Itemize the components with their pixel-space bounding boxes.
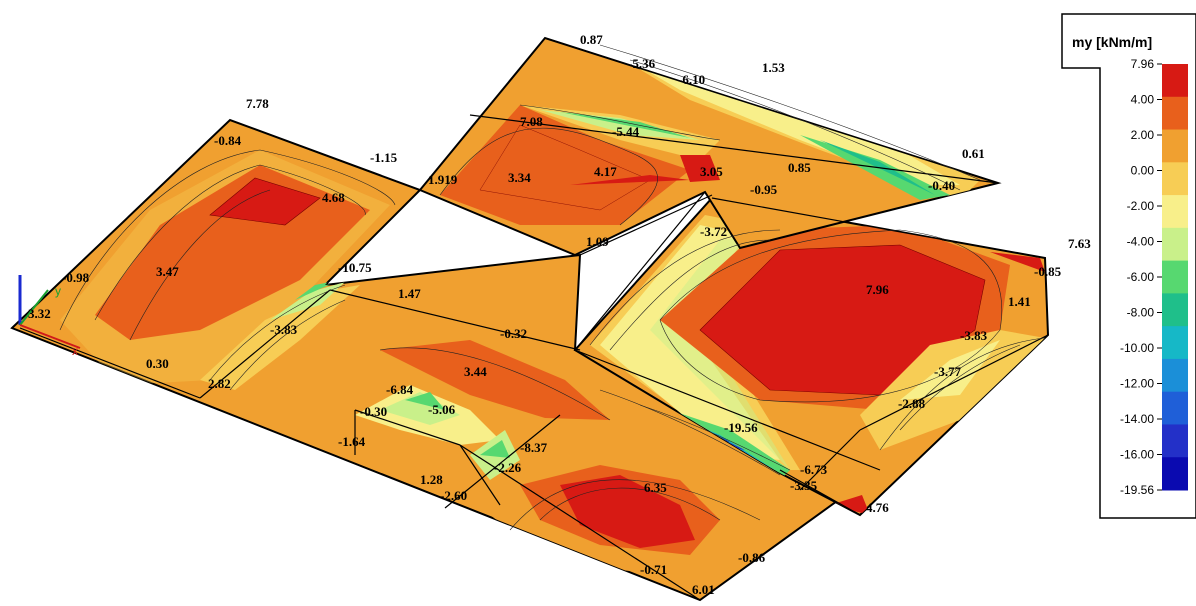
legend-ticks: 7.96 4.00 2.00 0.00 -2.00 -4.00 -6.00 -8.00 -10.… — [1120, 57, 1162, 497]
value-label: -5.06 — [428, 402, 456, 417]
value-label: 3.32 — [28, 306, 51, 321]
value-label: -10.75 — [338, 260, 372, 275]
value-label: -0.40 — [928, 178, 955, 193]
value-label: -0.86 — [738, 550, 766, 565]
value-label: -1.15 — [370, 150, 398, 165]
value-labels: 7.78 -0.84 -1.15 4.68 3.47 -0.98 3.32 0.… — [28, 32, 1091, 597]
legend-tick-label: 7.96 — [1131, 57, 1155, 71]
legend-swatch — [1162, 358, 1188, 393]
color-legend: my [kNm/m] 7.96 4.00 2.00 0.00 -2.00 -4.00 -6.… — [1061, 13, 1196, 519]
value-label: -8.37 — [520, 440, 548, 455]
value-label: -0.85 — [1034, 264, 1062, 279]
value-label: 0.30 — [146, 356, 169, 371]
legend-tick-label: -4.00 — [1127, 235, 1155, 249]
value-label: -3.83 — [270, 322, 298, 337]
value-label: 1.53 — [762, 60, 785, 75]
slab-left-bottom — [10, 118, 883, 602]
slab-top — [418, 36, 1002, 257]
legend-swatch — [1162, 457, 1188, 491]
legend-swatch — [1162, 424, 1188, 458]
value-label: -0.30 — [360, 404, 387, 419]
value-label: 1.41 — [1008, 294, 1031, 309]
legend-swatch — [1162, 129, 1188, 163]
value-label: -5.44 — [612, 124, 640, 139]
value-label: 7.08 — [520, 114, 543, 129]
svg-text:y: y — [55, 284, 61, 298]
value-label: -0.95 — [750, 182, 778, 197]
value-label: 1.09 — [586, 234, 609, 249]
value-label: 3.44 — [464, 364, 487, 379]
value-label: -6.73 — [800, 462, 828, 477]
value-label: 4.17 — [594, 164, 617, 179]
value-label: -0.84 — [214, 133, 242, 148]
value-label: 1.47 — [398, 286, 421, 301]
isolines — [59, 44, 1046, 531]
legend-tick-label: -6.00 — [1127, 270, 1155, 284]
svg-text:x: x — [72, 344, 78, 358]
legend-tick-label: -19.56 — [1120, 483, 1154, 497]
value-label: 0.85 — [788, 160, 811, 175]
value-label: -3.83 — [960, 328, 988, 343]
value-label: 3.05 — [700, 164, 723, 179]
value-label: 3.47 — [156, 264, 179, 279]
value-label: -19.56 — [724, 420, 758, 435]
value-label: 4.76 — [866, 500, 889, 515]
value-label: 3.34 — [508, 170, 531, 185]
legend-tick-label: -16.00 — [1120, 448, 1154, 462]
legend-swatch — [1162, 293, 1188, 327]
value-label: 0.61 — [962, 146, 985, 161]
legend-tick-label: -2.00 — [1127, 199, 1155, 213]
value-label: -0.71 — [640, 562, 667, 577]
legend-tick-label: 0.00 — [1131, 164, 1155, 178]
legend-tick-label: -10.00 — [1120, 341, 1154, 355]
value-label: -6.84 — [386, 382, 414, 397]
legend-swatch — [1162, 96, 1188, 131]
value-label: -1.64 — [338, 434, 366, 449]
value-label: -3.35 — [790, 478, 818, 493]
legend-swatch — [1162, 326, 1188, 360]
legend-swatch — [1162, 162, 1188, 196]
legend-tick-label: -8.00 — [1127, 306, 1155, 320]
legend-swatch — [1162, 391, 1188, 425]
value-label: 4.68 — [322, 190, 345, 205]
legend-color-bar — [1162, 64, 1188, 491]
value-label: -0.32 — [500, 326, 527, 341]
legend-tick-label: 2.00 — [1131, 128, 1155, 142]
value-label: 6.01 — [692, 582, 715, 597]
axis-triad: y x — [18, 275, 81, 358]
value-label: -2.88 — [898, 396, 926, 411]
value-label: 7.78 — [246, 96, 269, 111]
value-label: -5.36 — [628, 56, 656, 71]
value-label: -3.72 — [700, 224, 727, 239]
mesh-lines — [11, 37, 1049, 601]
value-label: 2.82 — [208, 376, 231, 391]
legend-swatch — [1162, 227, 1188, 262]
legend-tick-label: -14.00 — [1120, 412, 1154, 426]
value-label: 1.919 — [428, 172, 458, 187]
value-label: -0.98 — [62, 270, 90, 285]
value-label: -6.10 — [678, 72, 705, 87]
legend-tick-label: -12.00 — [1120, 377, 1154, 391]
value-label: 1.28 — [420, 472, 443, 487]
legend-tick-label: 4.00 — [1131, 93, 1155, 107]
value-label: 7.63 — [1068, 236, 1091, 251]
value-label: 7.96 — [866, 282, 889, 297]
value-label: -2.60 — [440, 488, 467, 503]
value-label: -2.26 — [494, 460, 522, 475]
legend-swatch — [1162, 260, 1188, 294]
value-label: 6.35 — [644, 480, 667, 495]
legend-swatch — [1162, 195, 1188, 229]
value-label: -3.77 — [934, 364, 962, 379]
value-label: 0.87 — [580, 32, 603, 47]
legend-title: my [kNm/m] — [1072, 34, 1152, 50]
legend-swatch — [1162, 64, 1188, 98]
